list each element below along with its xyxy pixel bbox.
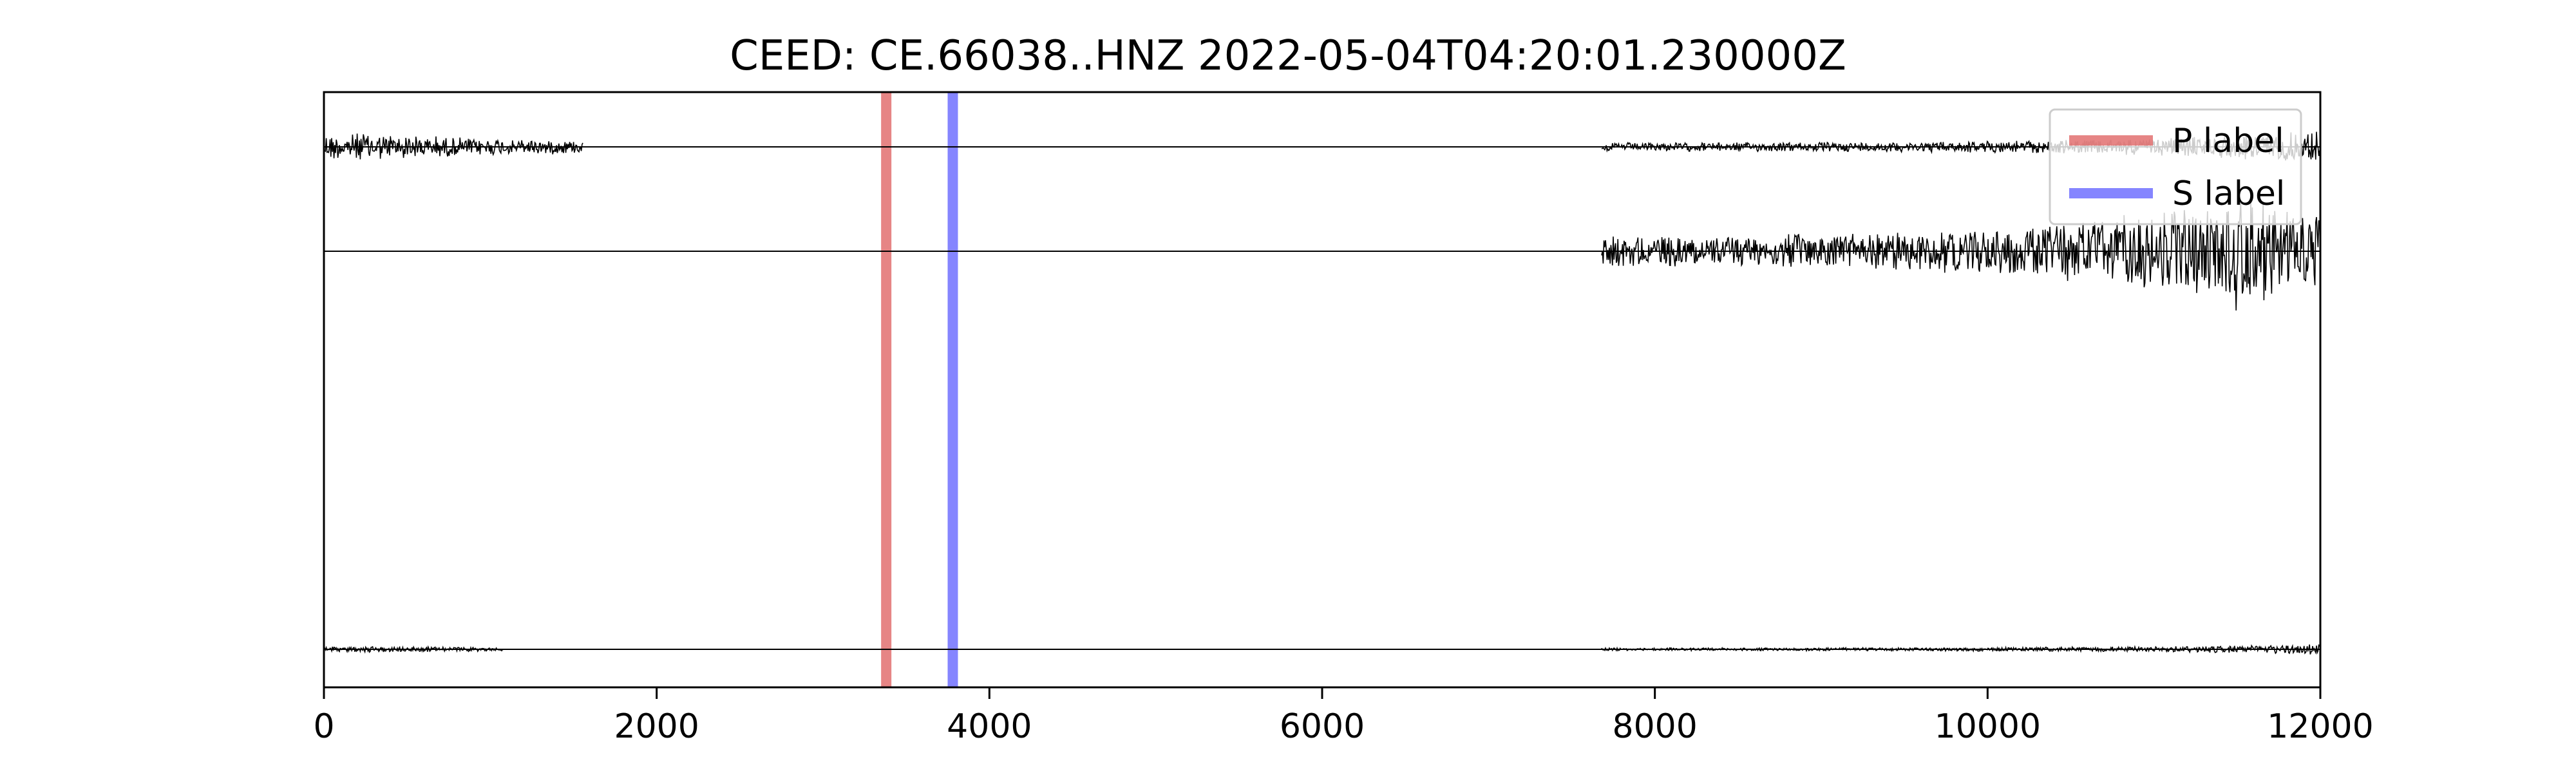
trace-3-segment-1	[323, 645, 504, 654]
x-tick-label: 10000	[1935, 707, 2041, 746]
trace-3	[323, 644, 2321, 655]
legend: P label S label	[2049, 108, 2302, 225]
trace-2	[324, 200, 2321, 311]
pick-lines	[881, 92, 958, 687]
waveform-traces	[323, 131, 2321, 655]
x-tick-label: 6000	[1280, 707, 1365, 746]
trace-3-segment-2	[1601, 644, 2321, 655]
axes-frame	[323, 91, 2322, 689]
legend-label: P label	[2172, 122, 2284, 160]
legend-label: S label	[2172, 175, 2285, 213]
x-tick-label: 2000	[614, 707, 699, 746]
plot-area	[323, 91, 2322, 689]
trace-1-segment-1	[323, 133, 583, 160]
x-tick-label: 12000	[2267, 707, 2373, 746]
x-tick-label: 0	[313, 707, 334, 746]
chart-title: CEED: CE.66038..HNZ 2022-05-04T04:20:01.…	[730, 32, 1846, 80]
x-axis: 0 2000 4000 6000 8000 10000 12000	[313, 687, 2374, 746]
trace-1	[323, 131, 2321, 161]
x-tick-label: 8000	[1612, 707, 1697, 746]
x-tick-label: 4000	[947, 707, 1032, 746]
legend-entries: P label S label	[2069, 122, 2285, 213]
